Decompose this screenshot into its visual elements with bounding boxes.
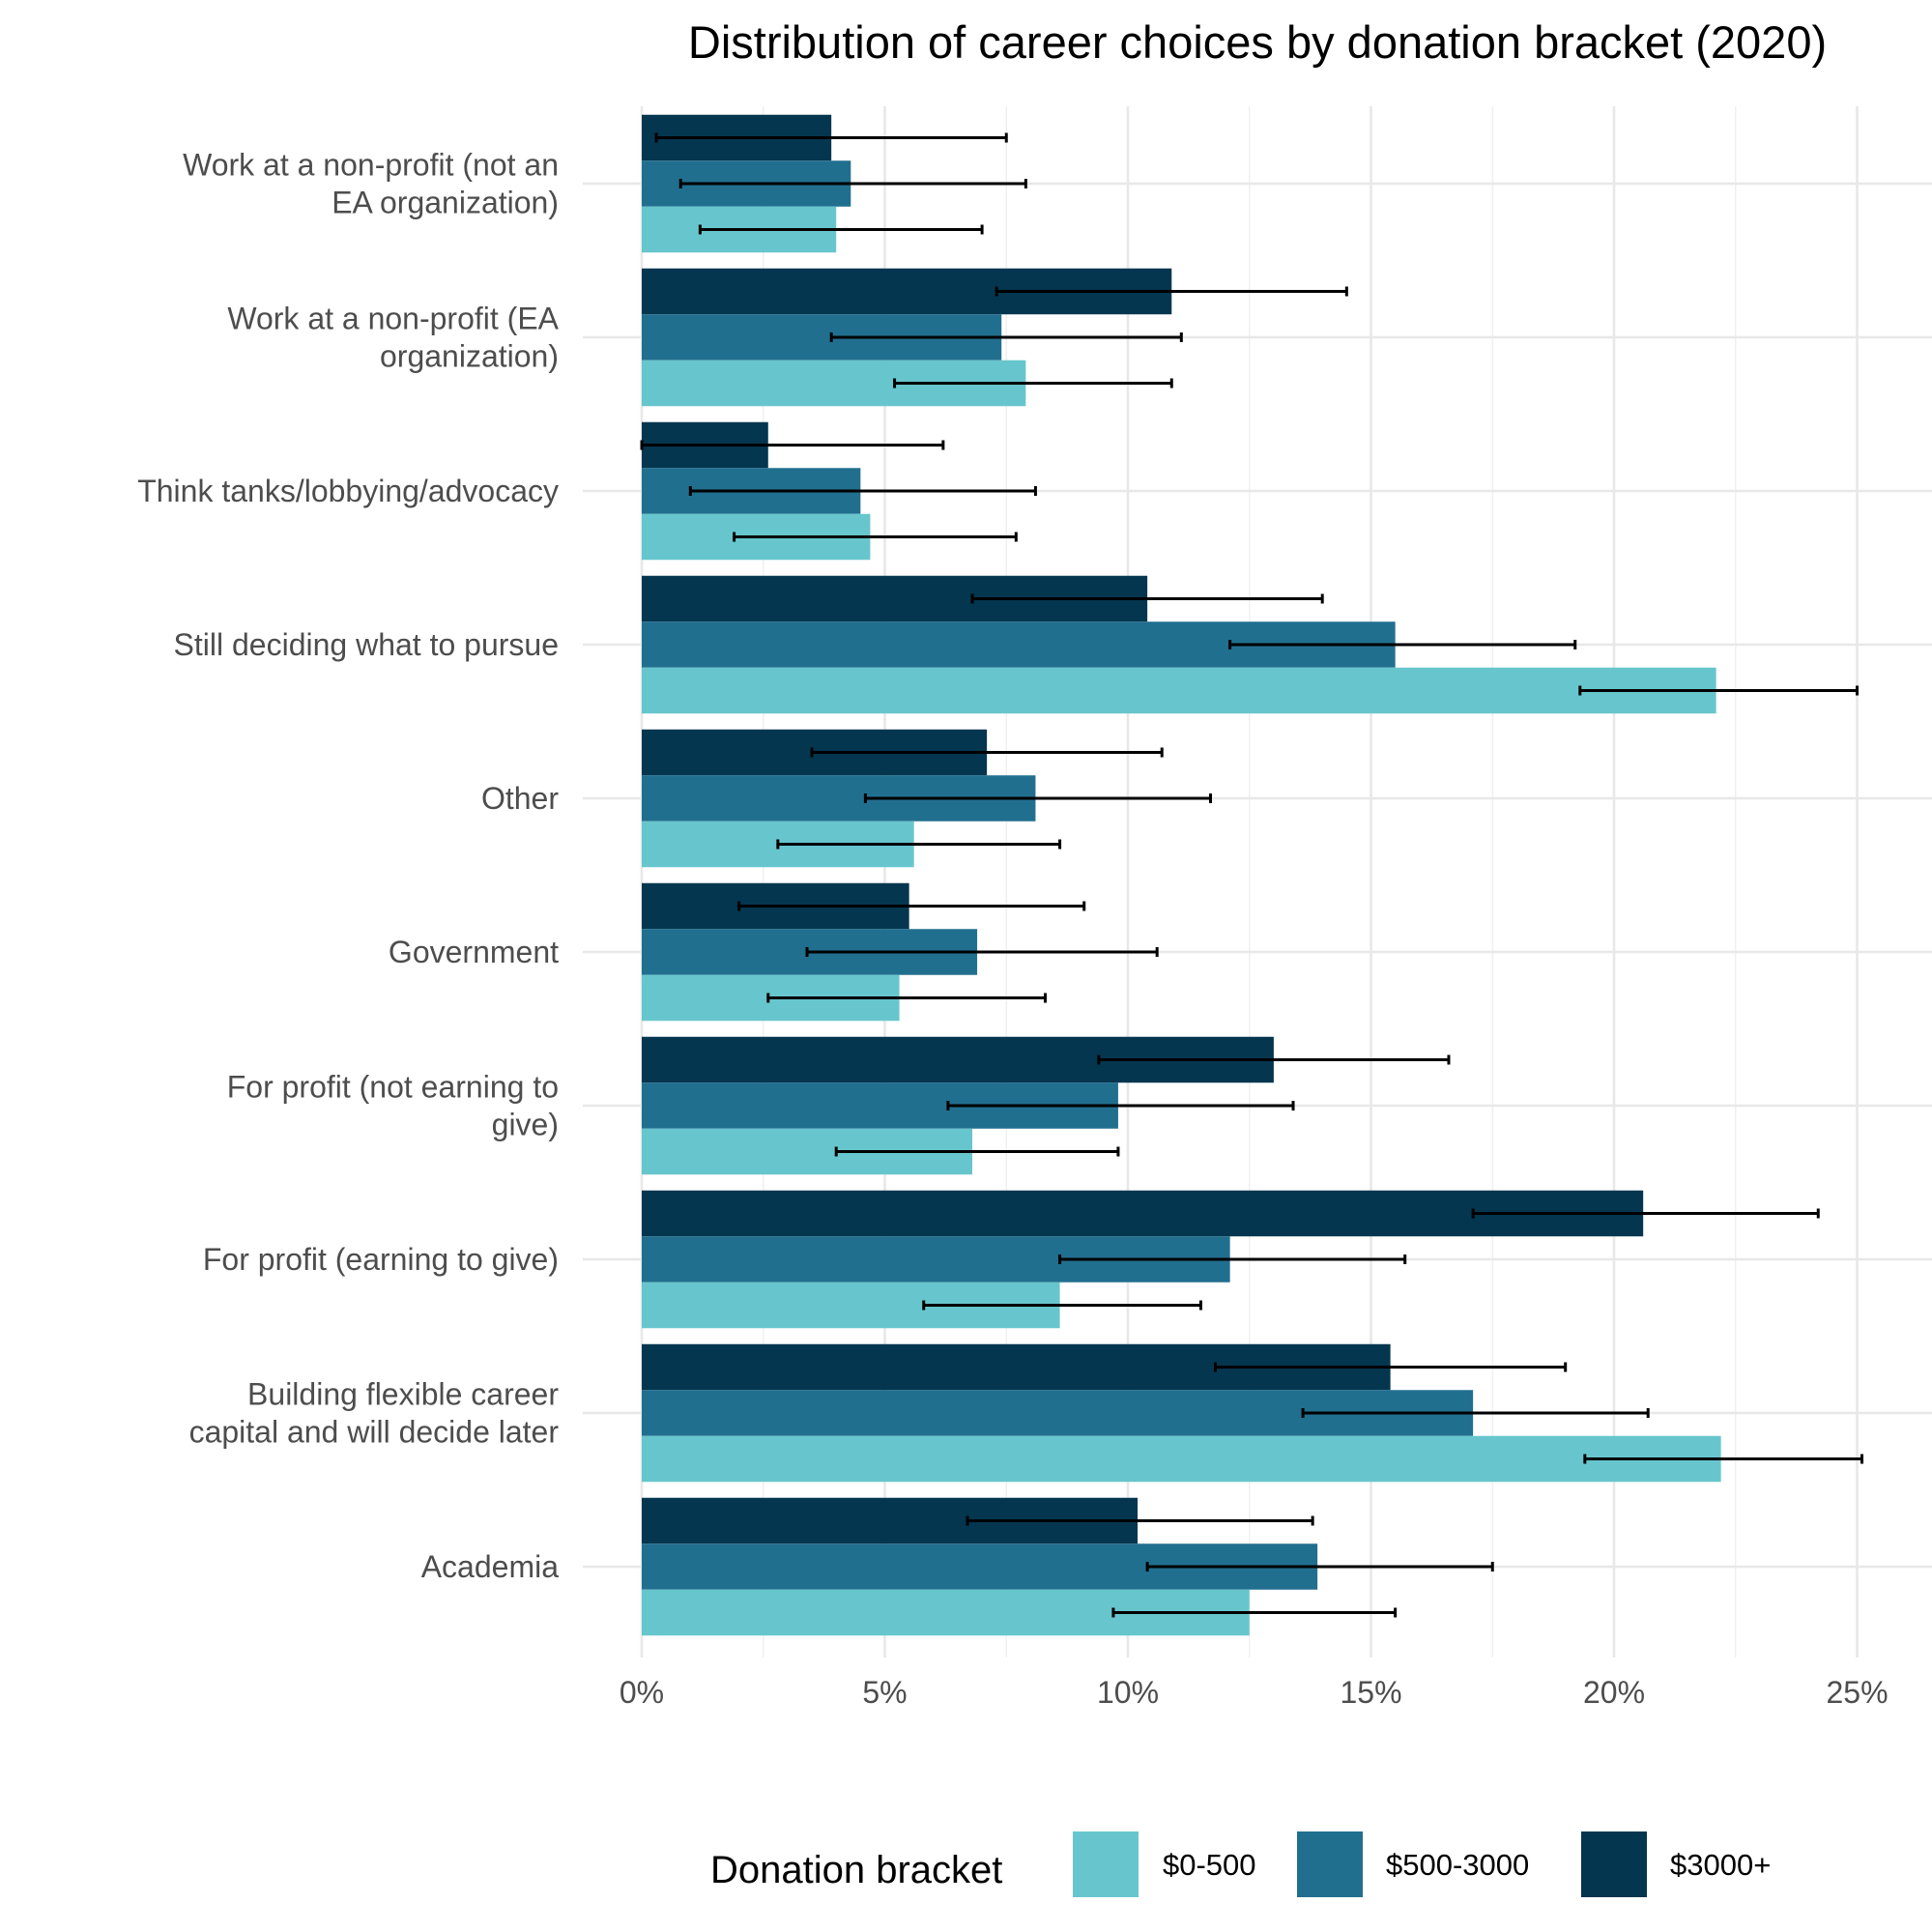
category-label: For profit (earning to give) <box>203 1242 559 1277</box>
legend-title: Donation bracket <box>710 1849 1002 1891</box>
error-bar <box>1228 640 1577 649</box>
error-bar <box>946 1101 1295 1110</box>
bar <box>642 667 1716 714</box>
error-bar <box>698 224 984 235</box>
x-tick-label: 10% <box>1097 1675 1159 1710</box>
error-bars-layer <box>640 132 1864 1618</box>
legend-label: $500-3000 <box>1386 1848 1529 1882</box>
error-bar <box>922 1300 1202 1311</box>
legend-items: $0-500 $500-3000 $3000+ <box>1073 1831 1771 1897</box>
legend-label: $0-500 <box>1163 1848 1256 1882</box>
category-label: Other <box>481 781 559 816</box>
error-bar <box>776 839 1062 850</box>
error-bar <box>805 947 1159 957</box>
error-bar <box>893 378 1173 389</box>
error-bar <box>1578 685 1859 696</box>
legend-key <box>1073 1831 1139 1897</box>
error-bar <box>970 593 1324 604</box>
error-bar <box>737 901 1086 911</box>
category-label: Academia <box>421 1549 560 1584</box>
error-bar <box>766 993 1047 1003</box>
x-axis-ticks: 0% 5% 10% 15% 20% 25% <box>620 1675 1889 1710</box>
error-bar <box>678 179 1027 188</box>
error-bar <box>733 532 1018 542</box>
error-bar <box>829 332 1183 342</box>
x-tick-label: 15% <box>1340 1675 1401 1710</box>
error-bar <box>810 747 1164 758</box>
error-bar <box>1111 1607 1398 1618</box>
error-bar <box>1301 1408 1650 1418</box>
error-bar <box>995 286 1348 297</box>
x-tick-label: 25% <box>1826 1675 1888 1710</box>
error-bar <box>863 793 1213 803</box>
error-bar <box>1058 1254 1407 1264</box>
error-bar <box>1471 1208 1820 1219</box>
x-tick-label: 5% <box>862 1675 907 1710</box>
error-bar <box>1145 1562 1494 1572</box>
category-label: Think tanks/lobbying/advocacy <box>137 474 559 508</box>
error-bar <box>966 1515 1314 1526</box>
category-label: Work at a non-profit (not an EA organizat… <box>183 148 559 220</box>
error-bar <box>640 440 945 450</box>
error-bar <box>654 132 1008 143</box>
legend-key <box>1581 1831 1647 1897</box>
category-label: Still deciding what to pursue <box>174 627 559 662</box>
category-label: Work at a non-profit (EA organization) <box>227 302 559 374</box>
error-bar <box>1097 1054 1451 1065</box>
error-bar <box>1583 1454 1864 1464</box>
category-label: Government <box>389 935 559 969</box>
legend: Donation bracket $0-500 $500-3000 $3000+ <box>710 1831 1771 1897</box>
x-tick-label: 20% <box>1583 1675 1645 1710</box>
bars-layer <box>642 114 1721 1636</box>
legend-label: $3000+ <box>1670 1848 1771 1882</box>
category-label: For profit (not earning to give) <box>227 1070 559 1142</box>
x-tick-label: 0% <box>620 1675 664 1710</box>
legend-key <box>1297 1831 1363 1897</box>
bar <box>642 1435 1721 1483</box>
category-labels: Work at a non-profit (not an EA organizat… <box>137 148 559 1585</box>
error-bar <box>688 486 1037 496</box>
error-bar <box>834 1146 1120 1157</box>
chart-title: Distribution of career choices by donati… <box>688 16 1827 68</box>
category-label: Building flexible career capital and will… <box>189 1377 560 1450</box>
error-bar <box>1214 1362 1568 1372</box>
